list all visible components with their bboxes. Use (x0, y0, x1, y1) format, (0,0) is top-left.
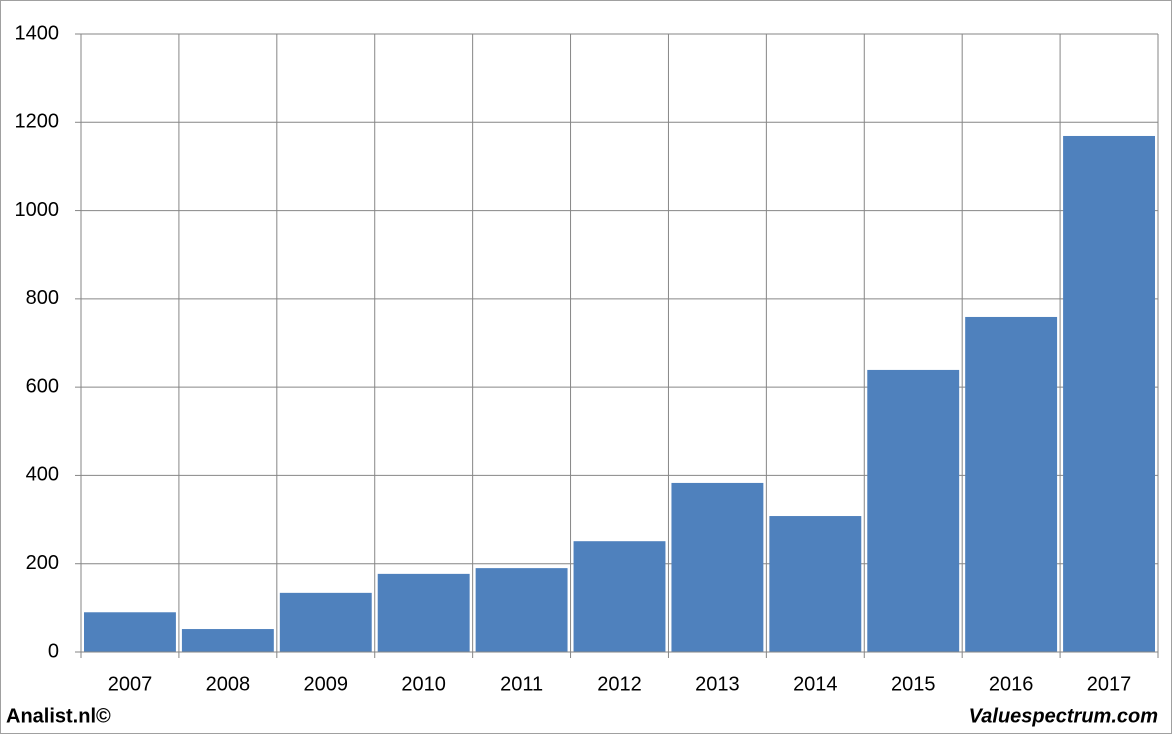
y-tick-label: 600 (26, 375, 59, 397)
bar (769, 516, 862, 652)
bar (279, 592, 372, 652)
bar (867, 369, 960, 652)
x-tick-label: 2007 (108, 673, 153, 695)
bar (671, 482, 764, 652)
x-tick-label: 2016 (989, 673, 1034, 695)
bar (475, 568, 568, 652)
x-tick-label: 2017 (1087, 673, 1132, 695)
bar (377, 573, 470, 652)
x-tick-label: 2010 (401, 673, 446, 695)
y-tick-label: 800 (26, 287, 59, 309)
x-tick-label: 2014 (793, 673, 838, 695)
y-tick-label: 200 (26, 552, 59, 574)
x-tick-label: 2009 (304, 673, 349, 695)
y-tick-label: 1000 (15, 199, 60, 221)
y-tick-label: 1400 (15, 22, 60, 44)
x-tick-label: 2011 (500, 673, 543, 695)
bar (573, 541, 666, 652)
y-tick-label: 1200 (15, 111, 60, 133)
x-tick-label: 2008 (206, 673, 251, 695)
y-tick-label: 0 (48, 640, 59, 662)
credit-right: Valuespectrum.com (969, 705, 1158, 727)
x-tick-label: 2013 (695, 673, 740, 695)
x-tick-label: 2012 (597, 673, 642, 695)
bar (965, 316, 1058, 652)
bar (1063, 135, 1155, 653)
y-tick-label: 400 (26, 464, 59, 486)
credit-left: Analist.nl© (6, 705, 111, 727)
bar (181, 629, 274, 652)
bar (84, 612, 176, 652)
x-tick-label: 2015 (891, 673, 936, 695)
